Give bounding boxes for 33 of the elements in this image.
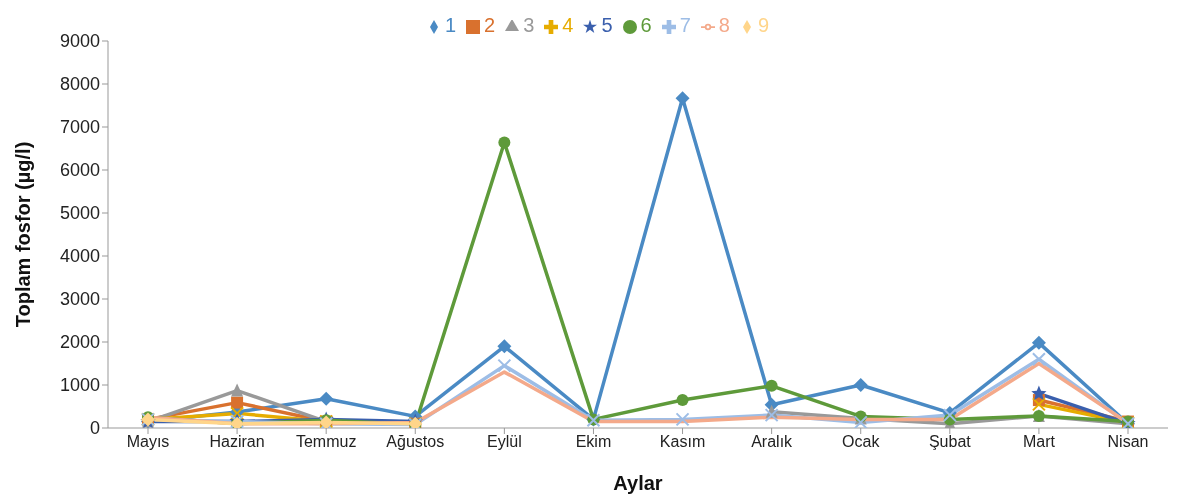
x-tick-label: Haziran xyxy=(209,433,265,451)
legend-label: 1 xyxy=(444,14,457,36)
legend-label: 8 xyxy=(718,14,730,36)
y-tick-label: 7000 xyxy=(59,117,100,138)
x-tick-label: Ağustos xyxy=(386,433,445,451)
y-tick-label: 4000 xyxy=(59,246,100,267)
x-tick-label: Şubat xyxy=(928,433,972,451)
y-tick-label: 2000 xyxy=(59,332,100,353)
x-tick-label: Eylül xyxy=(487,433,522,451)
x-tick-label: Kasım xyxy=(659,433,706,451)
x-tick-label: Temmuz xyxy=(295,433,357,451)
legend-label: 9 xyxy=(757,14,770,36)
legend-label: 6 xyxy=(640,14,652,36)
y-tick-label: 3000 xyxy=(59,289,100,310)
legend-label: 5 xyxy=(601,14,613,36)
y-axis-title: Toplam fosfor (µg/l) xyxy=(12,141,35,328)
x-tick-label: Ekim xyxy=(575,433,612,451)
y-tick-label: 5000 xyxy=(59,203,100,224)
x-axis-title: Aylar xyxy=(613,472,663,495)
x-tick-label: Ocak xyxy=(842,433,881,451)
y-tick-label: 1000 xyxy=(59,375,100,396)
legend-label: 2 xyxy=(484,14,496,36)
legend-label: 7 xyxy=(679,14,691,36)
x-tick-label: Mart xyxy=(1022,433,1056,451)
y-tick-label: 9000 xyxy=(59,31,100,52)
y-tick-label: 0 xyxy=(89,418,100,439)
x-tick-label: Nisan xyxy=(1107,433,1149,451)
legend-label: 4 xyxy=(562,14,574,36)
y-tick-label: 8000 xyxy=(59,74,100,95)
x-tick-label: Mayıs xyxy=(126,433,170,451)
legend-label: 3 xyxy=(523,14,535,36)
y-tick-label: 6000 xyxy=(59,160,100,181)
x-tick-label: Aralık xyxy=(751,433,794,451)
